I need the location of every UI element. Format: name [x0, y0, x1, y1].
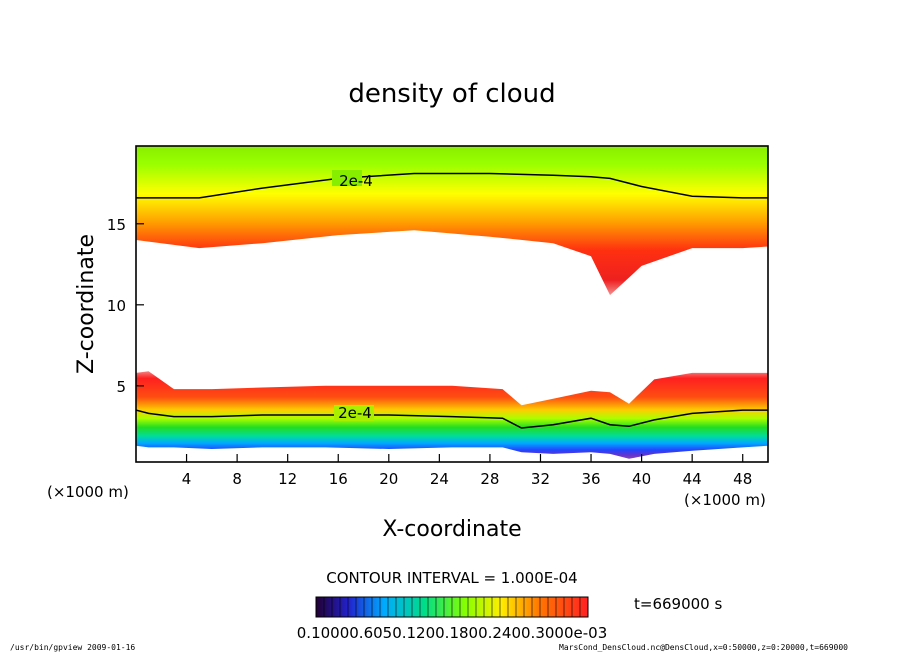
x-tick-label: 16 — [329, 470, 348, 488]
y-tick-label: 15 — [107, 216, 126, 234]
y-axis: 5 10 15 — [107, 216, 144, 396]
plot-area — [136, 146, 768, 459]
x-tick-label: 44 — [683, 470, 702, 488]
upper-contour-label-bg — [332, 170, 362, 186]
lower-contour-line — [136, 409, 768, 429]
x-tick-label: 24 — [430, 470, 449, 488]
time-label: t=669000 s — [634, 595, 722, 613]
colorbar-labels: 0.10000.6050.1200.1800.2400.3000e-03 — [297, 624, 607, 642]
x-tick-label: 12 — [278, 470, 297, 488]
upper-contour-label: 2e-4 — [339, 172, 373, 190]
y-axis-label: Z-coordinate — [74, 234, 99, 374]
x-tick-label: 32 — [531, 470, 550, 488]
footer-left: /usr/bin/gpview 2009-01-16 — [10, 643, 135, 652]
x-tick-label: 28 — [480, 470, 499, 488]
chart-title: density of cloud — [348, 79, 555, 109]
y-tick-label: 10 — [107, 297, 126, 315]
lower-contour-label: 2e-4 — [338, 404, 372, 422]
plot-frame — [135, 145, 769, 463]
z-axis-unit: (×1000 m) — [47, 483, 129, 501]
x-axis-label: X-coordinate — [382, 517, 521, 542]
x-tick-label: 20 — [379, 470, 398, 488]
colorbar-levels — [323, 597, 581, 617]
x-tick-label: 40 — [632, 470, 651, 488]
lower-cloud-layer — [136, 371, 768, 459]
y-tick-label: 5 — [116, 378, 126, 396]
lower-contour-label-bg — [334, 405, 374, 421]
x-axis-unit: (×1000 m) — [684, 491, 766, 509]
upper-contour-line — [136, 172, 768, 199]
x-tick-label: 48 — [733, 470, 752, 488]
x-axis: 4 8 12 16 20 24 28 32 36 40 44 48 — [182, 454, 752, 488]
upper-cloud-layer — [136, 146, 768, 296]
footer-right: MarsCond_DensCloud.nc@DensCloud,x=0:5000… — [559, 643, 848, 652]
x-tick-label: 8 — [232, 470, 242, 488]
x-tick-label: 36 — [581, 470, 600, 488]
x-tick-label: 4 — [182, 470, 192, 488]
contour-interval-text: CONTOUR INTERVAL = 1.000E-04 — [326, 569, 577, 587]
